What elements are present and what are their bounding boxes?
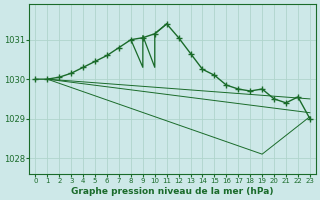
X-axis label: Graphe pression niveau de la mer (hPa): Graphe pression niveau de la mer (hPa) xyxy=(71,187,274,196)
